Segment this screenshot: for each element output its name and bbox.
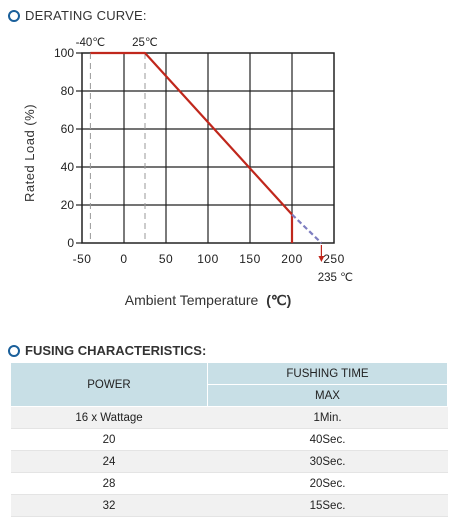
- cell-time: 1Min.: [207, 406, 448, 429]
- reference-label: 25℃: [132, 37, 158, 49]
- circle-bullet-icon: [8, 344, 20, 357]
- table-row: 16 x Wattage 1Min.: [10, 406, 448, 429]
- cell-time: 20Sec.: [207, 472, 448, 495]
- cell-time: 30Sec.: [207, 450, 448, 473]
- fusing-heading-label: FUSING CHARACTERISTICS:: [25, 343, 207, 358]
- table-row: 24 30Sec.: [10, 450, 448, 473]
- y-tick-label: 0: [67, 236, 74, 250]
- derating-line: [90, 51, 294, 243]
- y-tick-label: 20: [61, 198, 75, 212]
- x-tick-label: 50: [159, 252, 173, 266]
- y-tick-label: 60: [61, 122, 75, 136]
- cell-time: 15Sec.: [207, 494, 448, 517]
- annotations: 235 ℃: [318, 245, 353, 284]
- reference-label: -40℃: [76, 37, 106, 49]
- x-tick-label: 100: [197, 252, 219, 266]
- annotation-label: 235 ℃: [318, 272, 353, 284]
- x-tick-label: 0: [120, 252, 127, 266]
- y-axis-label: Rated Load (%): [22, 104, 37, 202]
- tick-labels: 0 20 40 60 80 100 -50 0 50 100 150 200 250: [54, 46, 345, 266]
- cell-time: 40Sec.: [207, 428, 448, 451]
- cell-power: 16 x Wattage: [10, 406, 208, 429]
- header-fushing-time: FUSHING TIME: [207, 362, 448, 385]
- circle-bullet-icon: [8, 9, 20, 22]
- header-power: POWER: [10, 362, 208, 407]
- cell-power: 32: [10, 494, 208, 517]
- cell-power: 20: [10, 428, 208, 451]
- x-axis-label: Ambient Temperature (℃): [125, 292, 292, 308]
- fusing-table: POWER FUSHING TIME MAX 16 x Wattage 1Min…: [10, 362, 448, 517]
- table-row: 32 15Sec.: [10, 494, 448, 517]
- table-row: 20 40Sec.: [10, 428, 448, 451]
- cell-power: 28: [10, 472, 208, 495]
- cell-power: 24: [10, 450, 208, 473]
- reference-lines: -40℃ 25℃: [76, 37, 158, 243]
- x-tick-label: 200: [281, 252, 303, 266]
- x-axis-label-unit: (℃): [266, 292, 291, 308]
- y-tick-label: 40: [61, 160, 75, 174]
- header-max: MAX: [207, 384, 448, 407]
- x-tick-label: -50: [73, 252, 92, 266]
- fusing-heading: FUSING CHARACTERISTICS:: [8, 343, 206, 358]
- y-tick-label: 80: [61, 84, 75, 98]
- derating-curve-heading: DERATING CURVE:: [8, 8, 147, 23]
- x-tick-label: 250: [323, 252, 345, 266]
- x-axis-label-text: Ambient Temperature: [125, 292, 259, 308]
- derating-heading-label: DERATING CURVE:: [25, 8, 147, 23]
- arrow-down-icon: [318, 256, 325, 262]
- x-tick-label: 150: [239, 252, 261, 266]
- chart-grid: [76, 52, 335, 244]
- chart-series: [90, 51, 323, 244]
- derating-chart: -40℃ 25℃ 0 20 40 60 80 100 -50 0 50 100 150 200 250 2…: [22, 37, 353, 308]
- y-tick-label: 100: [54, 46, 74, 60]
- dashed-derating-line: [291, 213, 323, 244]
- table-row: 28 20Sec.: [10, 472, 448, 495]
